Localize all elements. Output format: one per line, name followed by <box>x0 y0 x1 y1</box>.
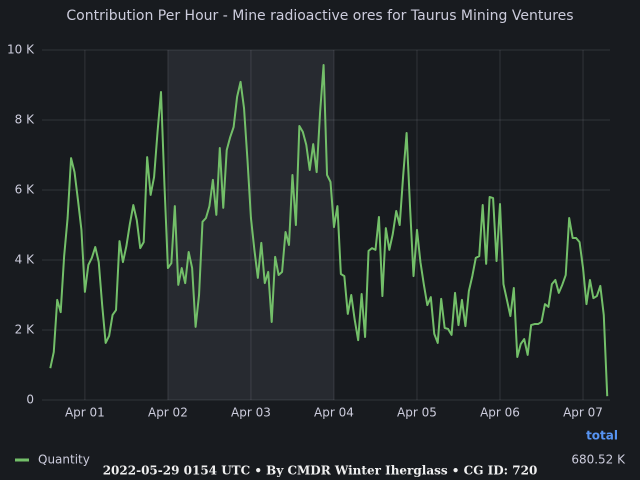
x-tick-label: Apr 03 <box>231 406 271 420</box>
y-tick-label: 4 K <box>15 253 35 267</box>
y-tick-label: 0 <box>26 393 34 407</box>
x-tick-label: Apr 05 <box>397 406 437 420</box>
legend-header: total <box>586 429 618 443</box>
x-tick-label: Apr 07 <box>563 406 603 420</box>
x-tick-label: Apr 04 <box>314 406 354 420</box>
y-tick-label: 8 K <box>15 113 35 127</box>
legend-total: 680.52 K <box>571 453 626 467</box>
footer: 2022-05-29 0154 UTC • By CMDR Winter Ihe… <box>103 464 538 478</box>
x-tick-label: Apr 06 <box>480 406 520 420</box>
legend-label: Quantity <box>38 453 90 467</box>
y-tick-label: 6 K <box>15 183 35 197</box>
y-tick-label: 2 K <box>15 323 35 337</box>
y-tick-label: 10 K <box>7 43 35 57</box>
x-tick-label: Apr 01 <box>65 406 105 420</box>
series-line <box>49 64 609 397</box>
x-tick-label: Apr 02 <box>148 406 188 420</box>
chart-title: Contribution Per Hour - Mine radioactive… <box>66 8 573 24</box>
